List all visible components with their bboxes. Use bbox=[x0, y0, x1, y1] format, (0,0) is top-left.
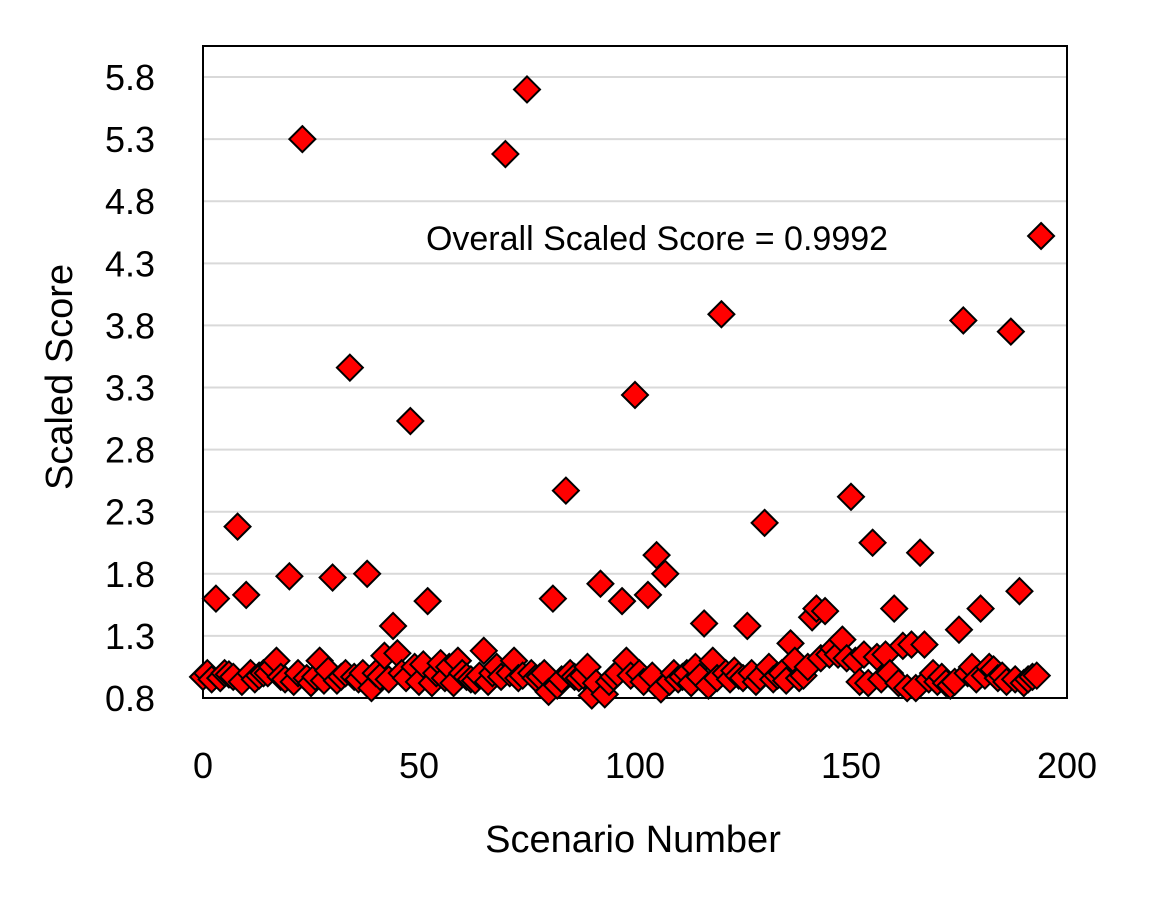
gridlines bbox=[203, 76, 1067, 699]
data-point bbox=[413, 586, 443, 616]
data-point bbox=[378, 611, 408, 641]
y-tick-label: 3.8 bbox=[105, 305, 155, 346]
x-tick-label: 150 bbox=[821, 745, 881, 786]
data-point bbox=[318, 563, 348, 592]
data-point bbox=[586, 569, 615, 599]
data-point bbox=[352, 559, 382, 589]
data-point bbox=[490, 139, 520, 169]
y-tick-label: 1.8 bbox=[105, 554, 155, 595]
y-tick-label: 5.3 bbox=[105, 119, 155, 160]
data-point bbox=[1022, 661, 1052, 691]
data-point bbox=[750, 508, 780, 538]
plot-area-frame bbox=[202, 45, 1068, 699]
data-point bbox=[836, 482, 866, 512]
data-point bbox=[732, 611, 762, 641]
data-point bbox=[287, 124, 317, 154]
data-point bbox=[858, 528, 888, 558]
data-points bbox=[188, 75, 1056, 710]
y-tick-label: 4.8 bbox=[105, 181, 155, 222]
data-point bbox=[512, 75, 542, 104]
y-axis-title: Scaled Score bbox=[39, 264, 81, 490]
overall-score-annotation: Overall Scaled Score = 0.9992 bbox=[426, 220, 888, 258]
data-point bbox=[274, 561, 304, 591]
data-point bbox=[879, 594, 909, 623]
x-tick-label: 0 bbox=[193, 745, 213, 786]
data-point bbox=[620, 380, 650, 410]
data-point bbox=[650, 559, 680, 589]
y-tick-label: 3.3 bbox=[105, 368, 155, 409]
data-point bbox=[231, 580, 261, 610]
x-tick-label: 100 bbox=[605, 745, 665, 786]
x-tick-label: 200 bbox=[1037, 745, 1097, 786]
data-point bbox=[201, 584, 231, 614]
data-point bbox=[469, 636, 499, 666]
x-tick-labels: 0 50 100 150 200 bbox=[193, 745, 1097, 786]
data-point bbox=[689, 609, 719, 638]
data-point bbox=[948, 306, 978, 335]
data-point bbox=[966, 594, 996, 623]
y-tick-label: 5.8 bbox=[105, 57, 155, 98]
data-point bbox=[395, 406, 425, 436]
data-point bbox=[910, 630, 939, 660]
y-tick-label: 2.8 bbox=[105, 430, 155, 471]
x-axis-title: Scenario Number bbox=[485, 819, 781, 861]
y-tick-label: 0.8 bbox=[105, 678, 155, 719]
y-tick-label: 4.3 bbox=[105, 243, 155, 284]
data-point bbox=[633, 580, 663, 610]
y-tick-labels: 0.8 1.3 1.8 2.3 2.8 3.3 3.8 4.3 4.8 5.3 5.8 bbox=[105, 57, 155, 719]
data-point bbox=[538, 584, 568, 614]
data-point bbox=[335, 353, 365, 383]
data-point bbox=[905, 538, 935, 568]
y-tick-label: 2.3 bbox=[105, 492, 155, 533]
y-tick-label: 1.3 bbox=[105, 616, 155, 657]
data-point bbox=[1026, 221, 1056, 251]
data-point bbox=[996, 317, 1026, 347]
data-point bbox=[810, 596, 840, 626]
data-point bbox=[706, 299, 736, 329]
data-point bbox=[551, 476, 581, 506]
data-point bbox=[944, 615, 974, 645]
data-point bbox=[1005, 576, 1034, 606]
data-point bbox=[607, 586, 637, 616]
data-point bbox=[223, 512, 252, 542]
x-tick-label: 50 bbox=[399, 745, 439, 786]
